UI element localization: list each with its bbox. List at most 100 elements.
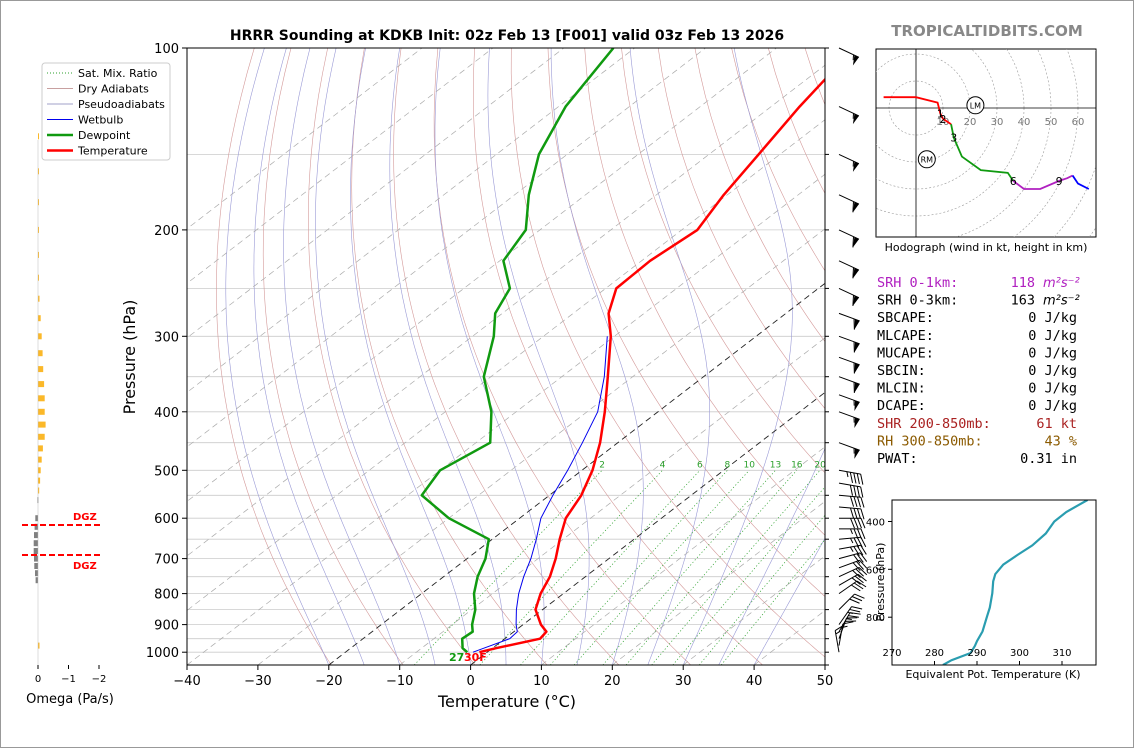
barb-full xyxy=(849,472,854,483)
wind-barb xyxy=(838,573,867,586)
barb-shaft xyxy=(838,411,860,420)
wind-barb xyxy=(838,153,860,172)
barb-full xyxy=(853,537,860,548)
barb-full xyxy=(852,267,855,279)
barb-full xyxy=(853,472,857,484)
omega-bar xyxy=(35,515,38,522)
index-unit: m²s⁻² xyxy=(1043,294,1080,309)
omega-bar xyxy=(34,523,38,530)
barb-shaft xyxy=(838,566,860,578)
omega-bar xyxy=(38,295,40,302)
barb-full xyxy=(850,518,855,529)
wind-barb xyxy=(838,229,860,248)
dry-adiabat xyxy=(657,48,825,410)
barb-shaft xyxy=(838,559,860,569)
legend: Sat. Mix. Ratio Dry Adiabats Pseudoadiabat… xyxy=(41,62,171,161)
omega-bar xyxy=(38,199,39,206)
barb-full xyxy=(853,518,859,529)
surface-temp-label: 30F xyxy=(464,651,487,664)
dgz-label: DGZ xyxy=(73,512,97,523)
omega-bar xyxy=(33,540,38,547)
skewt-xlabel: Temperature (°C) xyxy=(437,692,576,711)
barb-flag xyxy=(852,161,859,172)
barb-shaft xyxy=(838,593,855,610)
hodograph-trace xyxy=(1071,175,1090,190)
x-tick-label: −40 xyxy=(173,674,200,689)
isotherm-line xyxy=(187,64,825,557)
barb-full xyxy=(853,318,855,330)
barb-full xyxy=(860,508,865,520)
barb-shaft xyxy=(838,312,860,322)
theta-e-y-tick-label: 600 xyxy=(866,565,885,576)
barb-flag xyxy=(852,267,859,279)
storm-motion-marker xyxy=(966,96,985,115)
x-tick-label: 10 xyxy=(533,674,550,689)
moist-adiabat xyxy=(550,48,644,665)
wind-barb xyxy=(838,287,860,306)
barb-shaft xyxy=(838,394,860,403)
hodograph-trace xyxy=(950,124,1014,182)
storm-motion-label: LM xyxy=(970,101,981,110)
y-tick-label: 700 xyxy=(154,553,179,568)
barb-full xyxy=(860,497,865,508)
barb-full xyxy=(856,473,860,485)
barb-half xyxy=(852,161,855,167)
index-value: 0 J/kg xyxy=(1028,310,1077,326)
mixing-ratio-label: 4 xyxy=(660,460,666,470)
x-tick-label: −20 xyxy=(315,674,342,689)
barb-full xyxy=(849,484,854,496)
barb-flag xyxy=(854,417,860,429)
wind-barb xyxy=(838,612,861,632)
omega-bar xyxy=(38,133,39,140)
theta-e-y-tick-label: 400 xyxy=(866,518,885,529)
barb-half xyxy=(850,537,854,544)
legend-label: Wetbulb xyxy=(78,114,123,127)
index-label: PWAT: xyxy=(877,451,918,467)
x-tick-label: 20 xyxy=(604,674,621,689)
mixing-ratio-line xyxy=(602,470,776,665)
barb-shaft xyxy=(838,552,861,560)
wind-barb xyxy=(839,517,866,529)
omega-bar xyxy=(38,433,45,440)
isotherm-line xyxy=(399,337,825,665)
wind-barb xyxy=(838,411,860,429)
skewt-profiles: 2 4 6 8 10 13 16 20 24 30 36 xyxy=(420,48,870,654)
theta-e-xlabel: Equivalent Pot. Temperature (K) xyxy=(905,668,1080,681)
barb-full xyxy=(860,528,866,540)
moist-adiabat xyxy=(283,48,400,665)
dry-adiabat xyxy=(694,48,825,343)
legend-label: Sat. Mix. Ratio xyxy=(78,67,158,80)
storm-motion-marker xyxy=(917,150,936,169)
omega-tick-label: −2 xyxy=(92,674,107,685)
barb-shaft xyxy=(838,153,860,165)
barb-full xyxy=(859,559,868,569)
index-value: 0 J/kg xyxy=(1028,381,1077,397)
wind-barb xyxy=(839,528,866,540)
barb-full xyxy=(851,584,861,592)
hodograph-height-label: 9 xyxy=(1056,175,1063,188)
barb-full xyxy=(856,580,867,588)
barb-half xyxy=(850,528,853,535)
barb-full xyxy=(857,518,862,529)
moist-adiabat xyxy=(315,48,436,665)
omega-bar xyxy=(34,555,38,562)
wind-barb xyxy=(838,356,860,374)
mixing-ratio-label: 30 xyxy=(858,460,870,470)
index-label: SBCAPE: xyxy=(877,310,934,326)
wind-barbs xyxy=(834,47,868,653)
wind-barb xyxy=(838,506,865,520)
index-label: MLCIN: xyxy=(877,381,926,397)
barb-flag xyxy=(854,363,860,374)
omega-bar xyxy=(38,381,45,388)
moist-adiabat xyxy=(350,48,471,665)
barb-shaft xyxy=(838,194,860,205)
barb-half xyxy=(853,400,855,406)
isotherm-line xyxy=(187,48,635,393)
barb-full xyxy=(849,608,861,613)
omega-bar xyxy=(38,408,45,415)
barb-full xyxy=(856,553,864,563)
y-tick-label: 200 xyxy=(154,224,179,239)
moist-adiabat xyxy=(487,48,590,665)
moist-adiabat xyxy=(718,447,825,665)
skewt-plot-area xyxy=(186,47,826,666)
